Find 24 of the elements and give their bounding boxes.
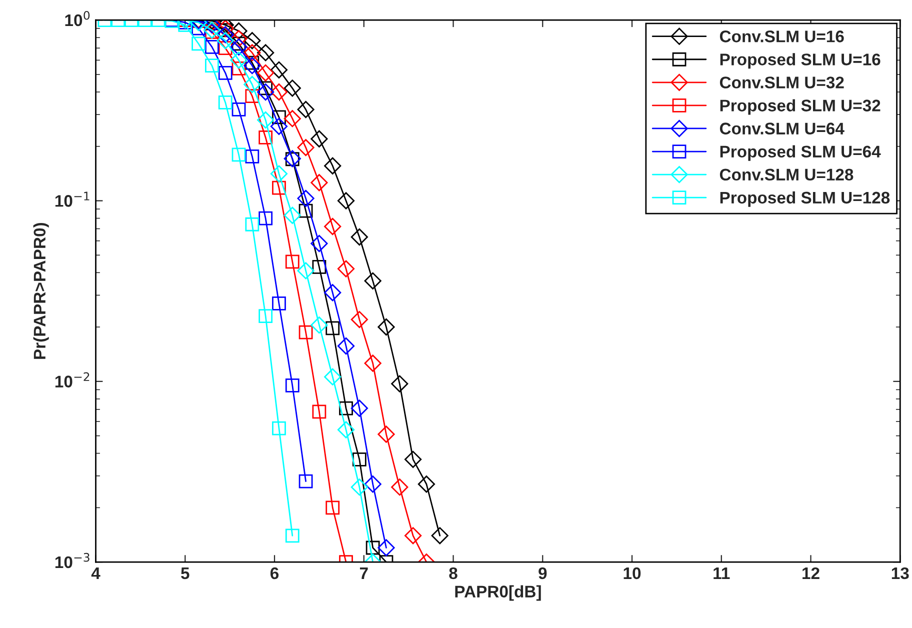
x-tick-label: 13 <box>892 567 909 580</box>
legend-label: Conv.SLM U=128 <box>720 168 854 181</box>
y-tick-label: 10$^{−1}$ <box>55 192 90 207</box>
y-tick-label: 10$^{−3}$ <box>55 552 90 568</box>
x-tick-label: 8 <box>449 567 458 580</box>
x-tick-label: 4 <box>91 568 100 579</box>
x-tick-label: 10 <box>624 567 641 580</box>
x-tick-label: 6 <box>270 567 279 580</box>
x-tick-label: 12 <box>802 567 820 579</box>
legend-label: Proposed SLM U=16 <box>720 53 880 69</box>
legend-label: Proposed SLM U=64 <box>720 145 881 161</box>
x-tick-label: 7 <box>360 568 368 579</box>
y-tick-label: 10$^{0}$ <box>65 10 90 26</box>
legend-label: Conv.SLM U=64 <box>720 122 844 134</box>
legend-label: Proposed SLM U=32 <box>720 99 880 115</box>
legend-label: Conv.SLM U=32 <box>720 76 844 88</box>
x-tick-label: 9 <box>538 567 547 580</box>
x-tick-label: 11 <box>714 568 730 579</box>
y-tick-label: 10$^{−2}$ <box>55 372 90 388</box>
legend-label: Proposed SLM U=128 <box>720 191 890 207</box>
x-axis-title: PAPR0[dB] <box>455 585 541 601</box>
x-tick-label: 5 <box>181 568 190 580</box>
y-axis-title: Pr(PAPR>PAPR0) <box>33 222 49 359</box>
legend-label: Conv.SLM U=16 <box>720 30 844 42</box>
